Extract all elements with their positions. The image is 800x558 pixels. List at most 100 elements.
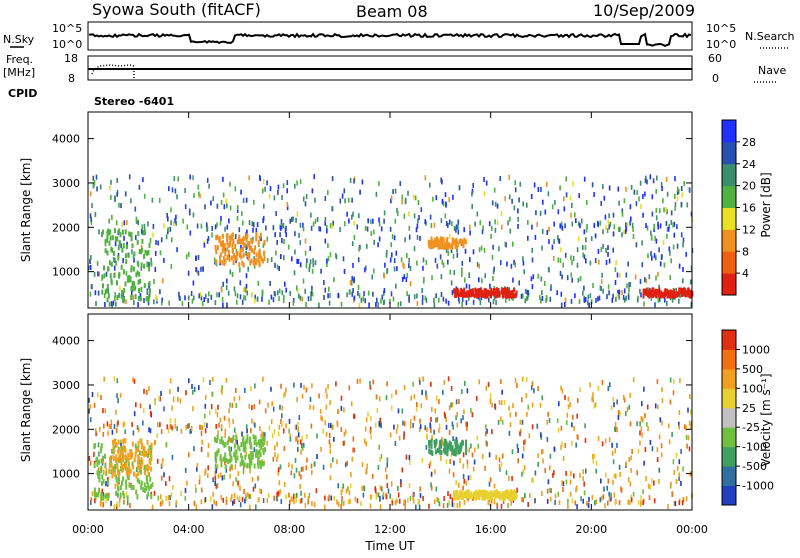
scatter-cell bbox=[106, 421, 109, 427]
scatter-cell bbox=[640, 292, 642, 298]
scatter-cell bbox=[159, 289, 161, 295]
scatter-cell bbox=[223, 460, 226, 465]
feature-cell bbox=[251, 454, 254, 460]
scatter-cell bbox=[239, 280, 242, 286]
feature-cell bbox=[111, 448, 114, 454]
feature-cell bbox=[684, 288, 687, 294]
scatter-cell bbox=[390, 291, 393, 297]
scatter-cell bbox=[214, 470, 216, 476]
scatter-cell bbox=[615, 260, 617, 266]
scatter-cell bbox=[178, 291, 180, 297]
scatter-cell bbox=[169, 495, 171, 500]
scatter-cell bbox=[451, 221, 453, 227]
scatter-cell bbox=[608, 496, 611, 502]
scatter-cell bbox=[258, 174, 261, 180]
scatter-cell bbox=[528, 433, 531, 439]
scatter-cell bbox=[607, 251, 609, 257]
scatter-cell bbox=[221, 385, 223, 391]
scatter-cell bbox=[465, 421, 467, 427]
scatter-cell bbox=[276, 239, 278, 245]
scatter-cell bbox=[651, 211, 654, 217]
scatter-cell bbox=[349, 483, 352, 489]
scatter-cell bbox=[89, 404, 92, 410]
scatter-cell bbox=[397, 408, 400, 414]
scatter-cell bbox=[212, 392, 214, 398]
scatter-cell bbox=[149, 428, 152, 434]
feature-cell bbox=[439, 236, 442, 242]
scatter-cell bbox=[421, 458, 424, 463]
scatter-cell bbox=[522, 256, 524, 262]
feature-cell bbox=[442, 237, 445, 243]
colorbar-swatch bbox=[722, 273, 736, 296]
scatter-cell bbox=[599, 497, 602, 503]
scatter-cell bbox=[410, 395, 412, 401]
scatter-cell bbox=[115, 220, 118, 226]
feature-cell bbox=[124, 438, 127, 444]
scatter-cell bbox=[386, 457, 389, 463]
feature-cell bbox=[145, 485, 148, 491]
scatter-cell bbox=[304, 250, 307, 256]
scatter-cell bbox=[583, 285, 585, 291]
scatter-cell bbox=[429, 182, 431, 188]
scatter-cell bbox=[640, 495, 642, 501]
feature-cell bbox=[513, 287, 516, 293]
scatter-cell bbox=[95, 174, 98, 180]
scatter-cell bbox=[583, 298, 586, 303]
scatter-cell bbox=[281, 290, 284, 296]
scatter-cell bbox=[296, 180, 298, 186]
scatter-cell bbox=[680, 201, 683, 207]
scatter-cell bbox=[680, 480, 682, 486]
scatter-cell bbox=[226, 224, 229, 230]
scatter-cell bbox=[511, 449, 514, 455]
feature-cell bbox=[452, 495, 455, 501]
feature-cell bbox=[440, 240, 443, 246]
scatter-cell bbox=[386, 381, 388, 387]
scatter-cell bbox=[655, 255, 657, 261]
feature-cell bbox=[134, 452, 137, 458]
scatter-cell bbox=[90, 255, 92, 261]
scatter-cell bbox=[390, 195, 393, 201]
scatter-cell bbox=[297, 259, 300, 264]
scatter-cell bbox=[133, 411, 136, 417]
scatter-cell bbox=[135, 402, 137, 408]
feature-cell bbox=[214, 463, 217, 469]
scatter-cell bbox=[300, 466, 303, 472]
scatter-cell bbox=[385, 395, 388, 401]
scatter-cell bbox=[627, 294, 630, 300]
feature-cell bbox=[500, 289, 503, 295]
scatter-cell bbox=[612, 212, 615, 218]
scatter-cell bbox=[407, 497, 409, 503]
scatter-cell bbox=[105, 498, 108, 503]
feature-cell bbox=[242, 436, 245, 442]
scatter-cell bbox=[466, 459, 469, 465]
scatter-cell bbox=[165, 481, 167, 487]
scatter-cell bbox=[455, 227, 457, 233]
scatter-cell bbox=[540, 186, 542, 192]
scatter-cell bbox=[676, 186, 679, 192]
scatter-cell bbox=[676, 196, 679, 202]
feature-cell bbox=[667, 290, 670, 296]
feature-cell bbox=[450, 243, 453, 249]
scatter-cell bbox=[193, 386, 196, 392]
feature-cell bbox=[127, 457, 130, 463]
scatter-cell bbox=[448, 430, 451, 435]
feature-cell bbox=[239, 248, 242, 254]
scatter-cell bbox=[548, 226, 550, 232]
scatter-cell bbox=[548, 239, 550, 245]
feature-cell bbox=[253, 440, 256, 445]
scatter-cell bbox=[240, 245, 242, 250]
scatter-cell bbox=[333, 495, 335, 501]
scatter-cell bbox=[348, 385, 351, 391]
scatter-cell bbox=[98, 229, 100, 235]
feature-cell bbox=[242, 235, 245, 241]
feature-cell bbox=[102, 478, 105, 484]
scatter-cell bbox=[581, 218, 583, 224]
scatter-cell bbox=[157, 240, 159, 246]
scatter-cell bbox=[316, 433, 318, 439]
feature-cell bbox=[228, 242, 231, 248]
scatter-cell bbox=[122, 258, 124, 264]
scatter-cell bbox=[567, 396, 570, 402]
feature-cell bbox=[258, 235, 261, 241]
scatter-cell bbox=[168, 501, 171, 506]
